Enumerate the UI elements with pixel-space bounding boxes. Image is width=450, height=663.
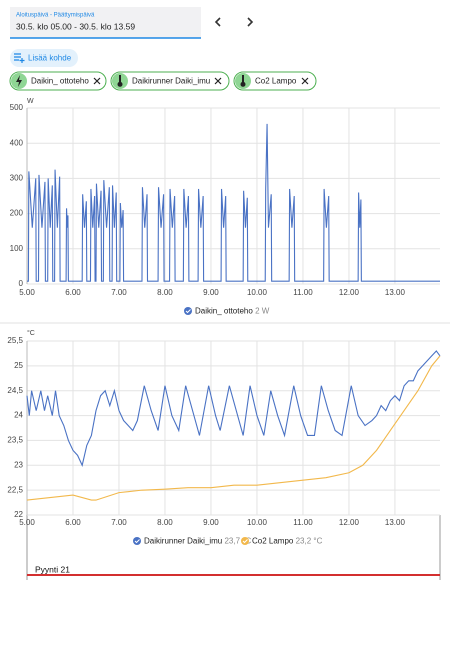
x-tick-label: 8.00 [157, 518, 173, 527]
chip-box [9, 71, 107, 91]
chip-box [233, 71, 317, 91]
x-tick-label: 7.00 [111, 288, 127, 297]
x-tick-label: 8.00 [157, 288, 173, 297]
chip-box [110, 71, 230, 91]
series-line [26, 355, 441, 501]
y-tick-label: 23,5 [7, 436, 23, 445]
legend-swatch [241, 537, 249, 545]
series-line [26, 350, 441, 467]
y-tick-label: 200 [10, 209, 24, 218]
y-tick-label: 22,5 [7, 485, 23, 494]
bolt-icon [16, 75, 22, 87]
x-tick-label: 7.00 [111, 518, 127, 527]
prev-button[interactable] [214, 17, 221, 27]
chip-label: Daikirunner Daiki_imu [132, 77, 210, 86]
x-tick-label: 6.00 [65, 288, 81, 297]
chip-remove[interactable] [214, 77, 222, 85]
x-tick-label: 9.00 [203, 518, 219, 527]
legend-entry: Daikirunner Daiki_imu 23,7 °C [144, 537, 251, 546]
legend-state: 23,7 °C [224, 537, 251, 546]
y-tick-label: 0 [19, 279, 24, 288]
legend-check [185, 309, 191, 314]
y-unit: W [27, 98, 34, 105]
legend-entry: Daikin_ ottoteho 2 W [195, 307, 270, 316]
chip[interactable]: Co2 Lampo [233, 71, 317, 91]
legend-check [242, 539, 248, 544]
x-tick-label: 10.00 [247, 518, 268, 527]
legend-check [134, 539, 140, 544]
chip[interactable]: Daikin_ ottoteho [9, 71, 107, 91]
x-tick-label: 11.00 [293, 288, 313, 297]
legend-swatch [133, 537, 141, 545]
legend-name: Daikin_ ottoteho [195, 307, 253, 316]
date-label: Aloituspäivä - Päättymispäivä [16, 13, 95, 19]
legend-entry: Co2 Lampo 23,2 °C [252, 537, 323, 546]
legend-state: 23,2 °C [296, 537, 323, 546]
y-tick-label: 23 [14, 460, 23, 469]
add-button[interactable] [10, 49, 78, 67]
x-tick-label: 11.00 [293, 518, 313, 527]
y-tick-label: 24,5 [7, 386, 23, 395]
legend-swatch [184, 307, 192, 315]
next-button[interactable] [247, 17, 254, 27]
y-tick-label: 400 [10, 138, 24, 147]
y-tick-label: 25 [14, 361, 23, 370]
x-tick-label: 5.00 [19, 288, 35, 297]
x-tick-label: 12.00 [339, 518, 360, 527]
x-tick-label: 10.00 [247, 288, 268, 297]
chip-label: Co2 Lampo [255, 77, 297, 86]
x-tick-label: 13.00 [385, 288, 406, 297]
x-tick-label: 13.00 [385, 518, 406, 527]
x-tick-label: 9.00 [203, 288, 219, 297]
x-tick-label: 6.00 [65, 518, 81, 527]
legend-state: 2 W [255, 307, 270, 316]
add-icon [14, 53, 25, 63]
chip-label: Daikin_ ottoteho [31, 77, 89, 86]
date-field[interactable] [10, 7, 201, 38]
add-label: Lisää kohde [28, 54, 72, 63]
legend-name: Co2 Lampo [252, 537, 294, 546]
chip-remove[interactable] [301, 77, 309, 85]
x-tick-label: 12.00 [339, 288, 360, 297]
chip-remove[interactable] [93, 77, 101, 85]
y-tick-label: 100 [10, 244, 24, 253]
y-unit: °C [27, 329, 35, 337]
y-tick-label: 24 [14, 411, 23, 420]
y-tick-label: 500 [10, 103, 24, 112]
y-tick-label: 300 [10, 174, 24, 183]
chip[interactable]: Daikirunner Daiki_imu [110, 71, 230, 91]
thermometer-icon [240, 75, 246, 87]
thermometer-icon [117, 75, 123, 87]
timeline-label: Pyynti 21 [35, 564, 70, 574]
x-tick-label: 5.00 [19, 518, 35, 527]
legend-name: Daikirunner Daiki_imu [144, 537, 222, 546]
date-range: 30.5. klo 05.00 - 30.5. klo 13.59 [16, 21, 135, 31]
series-line [27, 123, 440, 282]
y-tick-label: 25,5 [7, 336, 23, 345]
y-tick-label: 22 [14, 510, 23, 519]
